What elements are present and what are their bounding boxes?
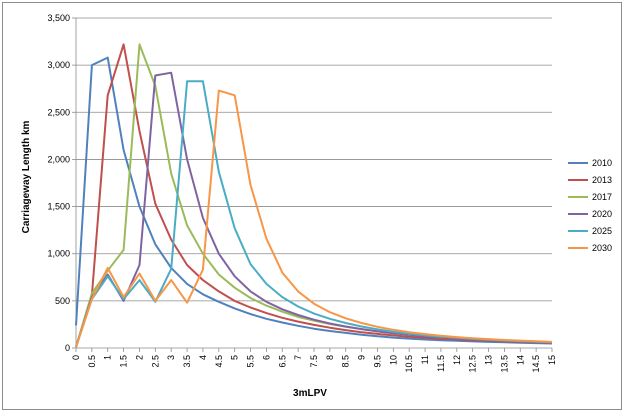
- y-axis-ticks: 0 500 1,000 1,500 2,000 2,500 3,000 3,500: [47, 13, 76, 353]
- series-line-2020: [75, 71, 553, 348]
- y-axis-label: Carriageway Length km: [21, 120, 32, 233]
- x-tick-label: 3: [166, 355, 176, 360]
- series-line-2010: [75, 56, 553, 345]
- x-tick-label: 10.5: [404, 355, 414, 373]
- x-tick-label: 6: [261, 355, 271, 360]
- axes: [75, 18, 552, 349]
- x-tick-label: 1: [103, 355, 113, 360]
- x-tick-label: 2.5: [150, 355, 160, 368]
- y-tick-label: 3,000: [47, 60, 70, 70]
- x-tick-label: 7.5: [309, 355, 319, 368]
- x-tick-label: 3.5: [182, 355, 192, 368]
- legend-label-2030: 2030: [592, 243, 612, 253]
- x-tick-label: 13: [484, 355, 494, 365]
- x-tick-label: 0: [71, 355, 81, 360]
- series-line-2030: [75, 89, 553, 348]
- y-tick-label: 1,500: [47, 202, 70, 212]
- series-lines: [75, 43, 553, 348]
- x-tick-label: 12.5: [468, 355, 478, 373]
- gridlines: [76, 17, 552, 302]
- x-tick-label: 4: [198, 355, 208, 360]
- legend-label-2010: 2010: [592, 158, 612, 168]
- x-tick-label: 11: [420, 355, 430, 364]
- legend-label-2017: 2017: [592, 192, 612, 202]
- y-tick-label: 500: [55, 296, 70, 306]
- x-tick-label: 13.5: [499, 355, 509, 373]
- x-tick-label: 10: [388, 355, 398, 365]
- chart-frame: 0 500 1,000 1,500 2,000 2,500 3,000 3,500 0 0.5 1…: [2, 2, 622, 410]
- x-tick-label: 0.5: [87, 355, 97, 368]
- x-tick-label: 14: [515, 355, 525, 365]
- legend-label-2013: 2013: [592, 175, 612, 185]
- x-tick-label: 9.5: [372, 355, 382, 368]
- x-tick-label: 9: [357, 355, 367, 360]
- x-tick-label: 5: [230, 355, 240, 360]
- x-tick-label: 5.5: [246, 355, 256, 368]
- y-tick-label: 2,500: [47, 107, 70, 117]
- series-line-2017: [75, 43, 553, 348]
- line-chart: 0 500 1,000 1,500 2,000 2,500 3,000 3,500 0 0.5 1…: [21, 13, 612, 399]
- y-tick-label: 2,000: [47, 154, 70, 164]
- y-tick-label: 0: [65, 343, 70, 353]
- series-line-2025: [75, 80, 553, 348]
- x-tick-label: 1.5: [119, 355, 129, 368]
- legend-label-2025: 2025: [592, 226, 612, 236]
- x-axis-ticks: 0 0.5 1 1.5 2 2.5 3 3.5 4 4.5 5 5.5 6 6.5 7 7.5 8 8.5 9 9.5…: [71, 348, 557, 373]
- y-tick-label: 3,500: [47, 13, 70, 23]
- x-tick-label: 8.5: [341, 355, 351, 368]
- y-tick-label: 1,000: [47, 249, 70, 259]
- x-tick-label: 14.5: [531, 355, 541, 373]
- x-tick-label: 7: [293, 355, 303, 360]
- legend: 2010 2013 2017 2020 2025 2030: [568, 158, 612, 253]
- x-tick-label: 8: [325, 355, 335, 360]
- legend-label-2020: 2020: [592, 209, 612, 219]
- x-tick-label: 4.5: [214, 355, 224, 368]
- x-tick-label: 6.5: [277, 355, 287, 368]
- x-tick-label: 12: [452, 355, 462, 365]
- series-line-2013: [75, 43, 553, 348]
- x-axis-label: 3mLPV: [293, 388, 327, 399]
- x-tick-label: 11.5: [436, 355, 446, 372]
- x-tick-label: 2: [134, 355, 144, 360]
- x-tick-label: 15: [547, 355, 557, 365]
